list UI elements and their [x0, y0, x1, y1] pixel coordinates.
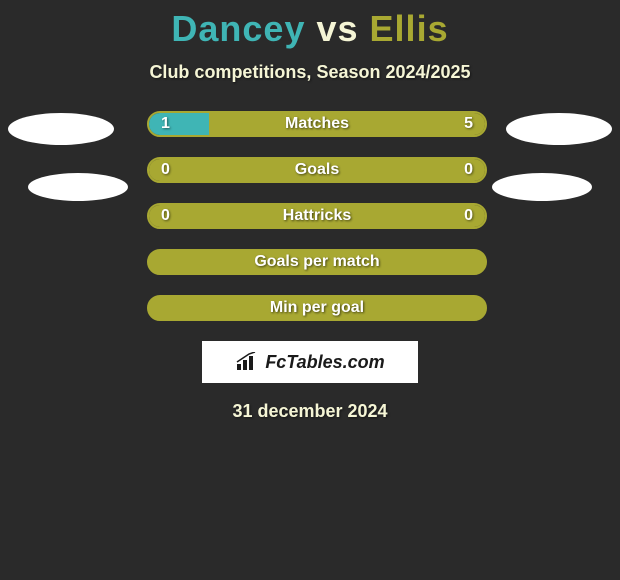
title-vs: vs [316, 8, 358, 49]
stat-bar-goals: 0 Goals 0 [147, 157, 487, 183]
stat-bar-goals-per-match: Goals per match [147, 249, 487, 275]
stat-label: Hattricks [283, 207, 351, 225]
stat-left-value: 0 [161, 207, 170, 225]
title-right-player: Ellis [370, 8, 449, 49]
stat-left-value: 1 [161, 115, 170, 133]
title-left-player: Dancey [171, 8, 305, 49]
stat-label: Goals [295, 161, 339, 179]
logo-text: FcTables.com [265, 352, 384, 373]
chart-icon [235, 352, 259, 372]
left-player-photo-2 [28, 173, 128, 201]
stat-right-value: 0 [464, 207, 473, 225]
main-area: 1 Matches 5 0 Goals 0 0 Hattricks 0 Goal… [0, 111, 620, 321]
right-player-photo-1 [506, 113, 612, 145]
page-title: Dancey vs Ellis [0, 8, 620, 50]
left-photos [8, 111, 128, 201]
stat-label: Min per goal [270, 299, 364, 317]
stat-bar-matches: 1 Matches 5 [147, 111, 487, 137]
stat-left-value: 0 [161, 161, 170, 179]
right-photos [506, 111, 612, 201]
date-text: 31 december 2024 [0, 401, 620, 422]
stat-right-value: 5 [464, 115, 473, 133]
stat-label: Goals per match [254, 253, 379, 271]
stat-bar-min-per-goal: Min per goal [147, 295, 487, 321]
left-player-photo-1 [8, 113, 114, 145]
right-player-photo-2 [492, 173, 592, 201]
stat-right-value: 0 [464, 161, 473, 179]
subtitle: Club competitions, Season 2024/2025 [0, 62, 620, 83]
stats-bars: 1 Matches 5 0 Goals 0 0 Hattricks 0 Goal… [147, 111, 487, 321]
comparison-container: Dancey vs Ellis Club competitions, Seaso… [0, 0, 620, 422]
stat-bar-hattricks: 0 Hattricks 0 [147, 203, 487, 229]
logo-box: FcTables.com [202, 341, 418, 383]
stat-label: Matches [285, 115, 349, 133]
bar-fill-left [149, 113, 209, 135]
